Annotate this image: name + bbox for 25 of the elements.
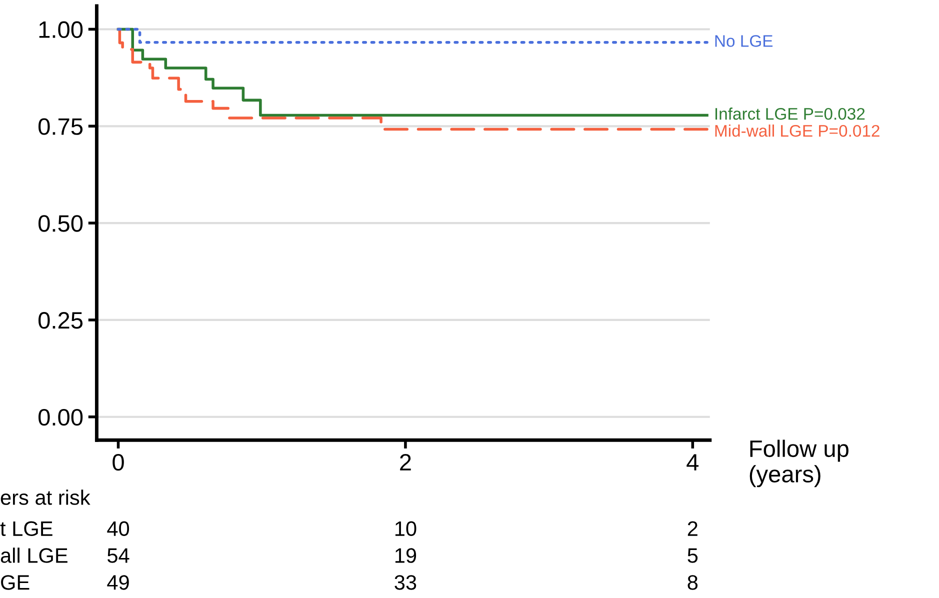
text: t LGE (0, 521, 52, 536)
y-tick-label: 0.75 (38, 118, 83, 135)
x-axis-title: Follow up (years) (750, 440, 848, 488)
y-tick-label: 0.00 (38, 408, 83, 426)
series-label: Mid-wall LGE P=0.012 (715, 124, 880, 137)
series-label: Infarct LGE P=0.032 (715, 108, 865, 120)
x-tick-label: 4 (686, 454, 699, 470)
text: 40 (107, 521, 130, 536)
text: all LGE (0, 548, 68, 563)
text: 49 (107, 575, 129, 590)
x-tick-label: 0 (112, 454, 124, 471)
text: 8 (688, 575, 698, 590)
text: 33 (394, 575, 416, 590)
x-tick-label: 2 (400, 454, 411, 470)
text: 19 (395, 548, 416, 563)
series-label: No LGE (715, 35, 773, 47)
text: 54 (108, 548, 130, 563)
text: GE (1, 575, 30, 590)
y-tick-label: 0.50 (38, 215, 83, 232)
text: ers at risk (0, 490, 90, 505)
text: 10 (395, 521, 416, 536)
y-tick-label: 0.25 (38, 312, 83, 329)
text: 2 (688, 521, 698, 536)
text: 5 (688, 548, 698, 563)
y-tick-label: 1.00 (39, 21, 83, 38)
